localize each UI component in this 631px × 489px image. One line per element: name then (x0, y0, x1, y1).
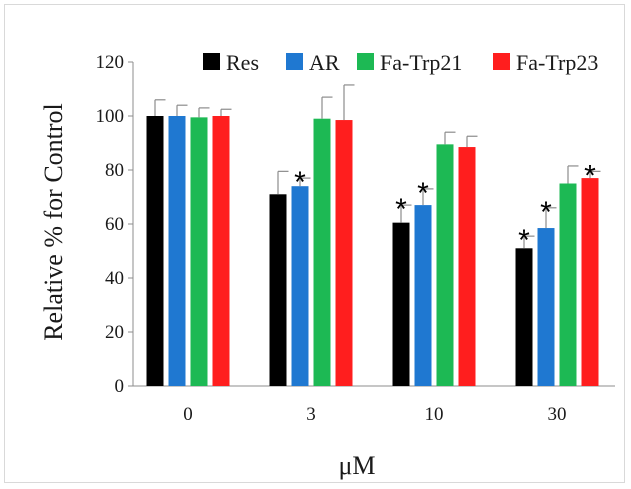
x-tick-label: 30 (548, 404, 567, 425)
y-tick-label: 100 (96, 106, 125, 127)
bar (581, 178, 599, 386)
y-tick-label: 0 (115, 376, 125, 397)
bar (335, 120, 353, 387)
bar (392, 222, 410, 386)
significance-marker: * (395, 193, 407, 226)
x-tick-label: 0 (183, 404, 193, 425)
bar (559, 183, 577, 386)
significance-marker: * (518, 224, 530, 257)
x-tick-label: 3 (306, 404, 316, 425)
y-tick-label: 20 (105, 322, 124, 343)
bar (313, 118, 331, 386)
legend-label: Fa-Trp23 (516, 50, 598, 75)
y-tick-label: 40 (105, 268, 124, 289)
bar (212, 116, 230, 386)
significance-marker: * (584, 159, 596, 192)
bar (291, 186, 309, 386)
bar (168, 116, 186, 386)
bar (515, 248, 533, 386)
legend: Res AR Fa-Trp21 Fa-Trp23 (203, 50, 598, 75)
bar (146, 116, 164, 386)
bar (436, 144, 454, 386)
significance-marker: * (417, 177, 429, 210)
legend-swatch (203, 53, 220, 70)
bar (458, 147, 476, 386)
legend-label: Res (226, 50, 259, 75)
legend-swatch (493, 53, 510, 70)
bar (269, 194, 287, 386)
significance-marker: * (540, 196, 552, 229)
y-axis-title: Relative % for Control (39, 103, 68, 341)
bar (190, 117, 208, 386)
legend-swatch (286, 53, 303, 70)
bar (537, 228, 555, 386)
x-axis-title: μM (338, 451, 375, 480)
significance-marker: * (294, 166, 306, 199)
y-tick-label: 60 (105, 214, 124, 235)
legend-swatch (357, 53, 374, 70)
x-tick-label: 10 (425, 404, 444, 425)
bar (414, 205, 432, 386)
y-tick-label: 120 (96, 52, 125, 73)
legend-label: AR (309, 50, 340, 75)
legend-label: Fa-Trp21 (380, 50, 462, 75)
plot-area: 0 20 40 60 80 100 120 0 3 10 30 * * * * * * (96, 52, 615, 425)
y-tick-label: 80 (105, 160, 124, 181)
